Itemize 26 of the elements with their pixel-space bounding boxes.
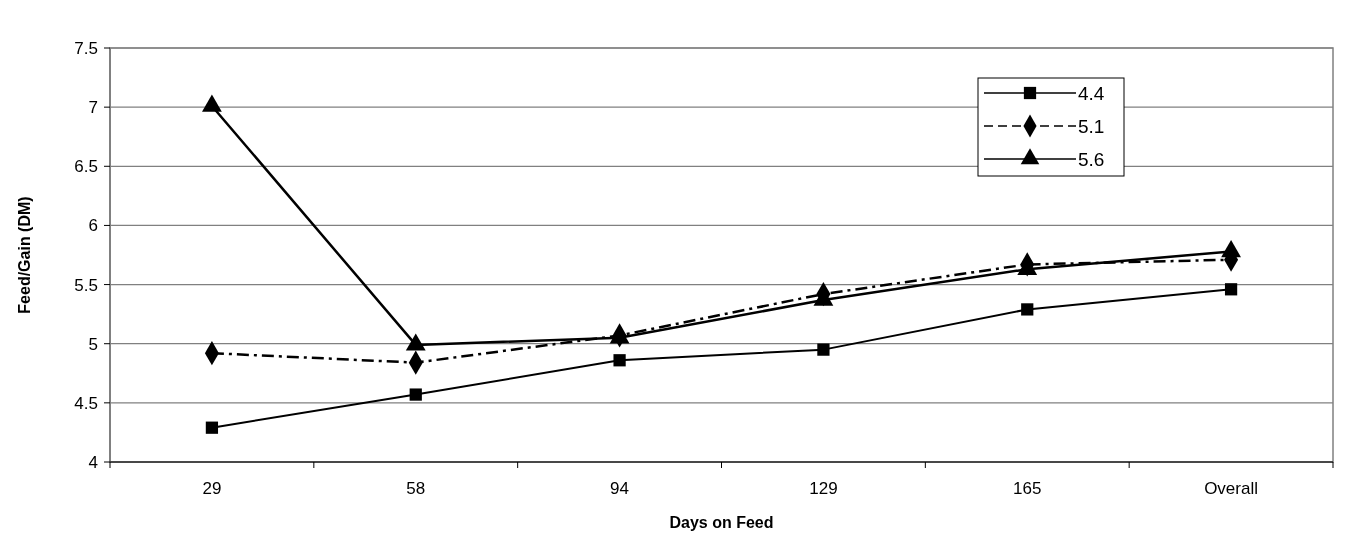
point [202,94,222,112]
x-tick-label: Overall [1204,479,1259,498]
x-tick-label: 29 [202,479,222,498]
x-axis-title: Days on Feed [669,514,774,531]
legend-label: 4.4 [1078,82,1105,104]
x-tick-label: 165 [1013,479,1042,498]
point [205,421,219,434]
x-tick-label: 129 [809,479,838,498]
legend-label: 5.6 [1078,148,1105,170]
y-tick-label: 4.5 [74,393,98,413]
y-tick-label: 6 [88,216,98,236]
point [817,343,830,356]
y-tick-label: 7.5 [74,38,98,58]
point [1021,303,1034,316]
y-tick-label: 5.5 [74,275,98,295]
y-tick-label: 4 [88,452,98,472]
point [1224,283,1238,296]
x-tick-label: 94 [610,479,630,498]
y-axis-title: Feed/Gain (DM) [16,196,33,314]
y-tick-label: 6.5 [74,157,98,177]
y-tick-label: 7 [88,98,98,118]
point [613,354,626,367]
legend-label: 5.1 [1078,115,1105,137]
point [409,388,422,401]
y-tick-label: 5 [88,334,98,354]
x-tick-label: 58 [406,479,426,498]
